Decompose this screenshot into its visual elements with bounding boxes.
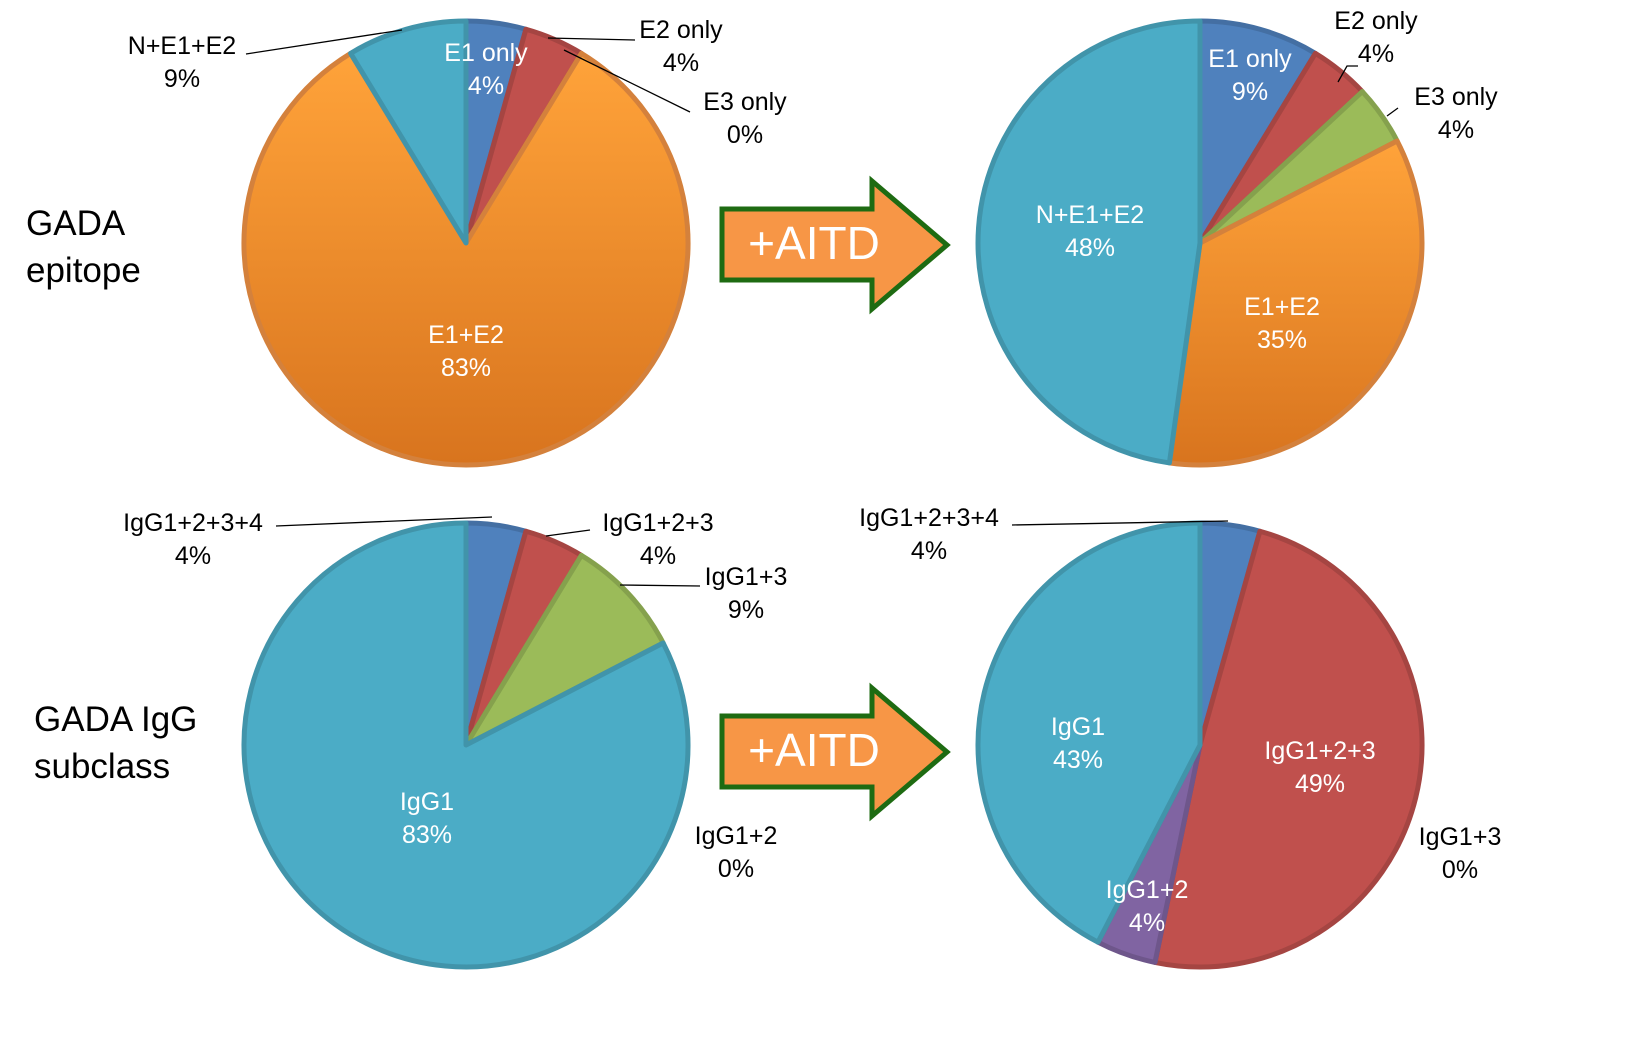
- slice-label-name: E1 only: [444, 39, 528, 67]
- slice-label: IgG1+2+3 49%: [1264, 737, 1375, 798]
- slice-label-name: E3 only: [703, 88, 787, 116]
- slice-label-name: IgG1+2+3+4: [859, 504, 999, 532]
- slice-label-percent: 4%: [640, 542, 676, 570]
- pie-slice-n-e1-e2: [975, 18, 1203, 466]
- slice-label-name: E2 only: [639, 16, 723, 44]
- leader-line: [1011, 520, 1229, 526]
- pie-slice-n-e1-e2: [348, 18, 469, 246]
- arrow-label: +AITD: [748, 724, 880, 776]
- slice-label: IgG1 83%: [400, 788, 454, 849]
- row-label-subclass: GADA IgG subclass: [34, 696, 197, 790]
- slice-label-percent: 0%: [718, 855, 754, 883]
- slice-label-name: IgG1+2: [695, 822, 778, 850]
- slice-label: E1+E2 83%: [428, 321, 504, 382]
- slice-label-name: IgG1+2+3: [1264, 737, 1375, 765]
- aitd-arrow-2: +AITD: [719, 682, 951, 822]
- slice-label: E3 only 4%: [1414, 83, 1498, 144]
- slice-label-percent: 9%: [728, 596, 764, 624]
- pie-slice-igg1-3: [463, 552, 666, 748]
- slice-label: N+E1+E2 9%: [128, 32, 236, 93]
- slice-label-percent: 48%: [1065, 234, 1115, 262]
- slice-label-name: IgG1: [400, 788, 454, 816]
- slice-label: IgG1+2 4%: [1106, 876, 1189, 937]
- slice-label-percent: 4%: [1358, 40, 1394, 68]
- slice-label-percent: 4%: [468, 72, 504, 100]
- slice-label: E1+E2 35%: [1244, 293, 1320, 354]
- leader-line: [563, 49, 691, 113]
- slice-label-name: E1 only: [1208, 45, 1292, 73]
- slice-label: E2 only 4%: [639, 16, 723, 77]
- slice-label-name: IgG1+2+3+4: [123, 509, 263, 537]
- leader-line: [545, 529, 591, 537]
- leader-line: [1386, 107, 1399, 117]
- slice-label-percent: 35%: [1257, 326, 1307, 354]
- aitd-arrow-1: +AITD: [719, 175, 951, 315]
- slice-label-percent: 4%: [911, 537, 947, 565]
- row-label-epitope-line2: epitope: [26, 251, 141, 290]
- leader-line: [547, 37, 636, 41]
- slice-label: IgG1 43%: [1051, 713, 1105, 774]
- slice-label-percent: 49%: [1295, 770, 1345, 798]
- slice-label: IgG1+2 0%: [695, 822, 778, 883]
- slice-label-percent: 83%: [441, 354, 491, 382]
- slice-label: E1 only 9%: [1208, 45, 1292, 106]
- pie-slice-igg1: [241, 520, 691, 970]
- slice-label: E2 only 4%: [1334, 7, 1418, 68]
- arrow-shape: [719, 682, 951, 822]
- leader-line: [1337, 65, 1358, 83]
- slice-label-percent: 4%: [175, 542, 211, 570]
- slice-label-name: E2 only: [1334, 7, 1418, 35]
- slice-label: IgG1+2+3+4 4%: [123, 509, 263, 570]
- pie-chart-epitope-after: E1 only 9% E2 only 4% E3 only 4% E1+E2 35% N+E1+…: [975, 7, 1498, 468]
- slice-label-name: E3 only: [1414, 83, 1498, 111]
- pie-chart-subclass-after: IgG1+2+3+4 4%IgG1+2+3 49%IgG1+3 0%IgG1+2 4%I…: [859, 504, 1502, 970]
- slice-label: IgG1+2+3+4 4%: [859, 504, 999, 565]
- slice-label: N+E1+E2 48%: [1036, 201, 1144, 262]
- slice-label: IgG1+3 9%: [705, 563, 788, 624]
- slice-label-name: IgG1+2+3: [602, 509, 713, 537]
- slice-label-percent: 9%: [164, 65, 200, 93]
- slice-label: E3 only 0%: [703, 88, 787, 149]
- pie-chart-epitope-before: E1 only 4%E2 only 4%E3 only 0%E1+E2 83%N+E1+…: [128, 16, 787, 468]
- arrow-shape: [719, 175, 951, 315]
- slice-label-percent: 4%: [1438, 116, 1474, 144]
- pie-slice-igg1-2-3: [1152, 528, 1425, 970]
- slice-label-percent: 4%: [1129, 909, 1165, 937]
- slice-label-name: E1+E2: [428, 321, 504, 349]
- slice-label-name: E1+E2: [1244, 293, 1320, 321]
- slice-label-percent: 43%: [1053, 746, 1103, 774]
- slice-label: E1 only 4%: [444, 39, 528, 100]
- slice-label-percent: 83%: [402, 821, 452, 849]
- slice-label-name: IgG1+2: [1106, 876, 1189, 904]
- slice-label-name: IgG1+3: [1419, 823, 1502, 851]
- slice-label: IgG1+3 0%: [1419, 823, 1502, 884]
- pie-slice-e1-only: [1197, 18, 1318, 246]
- slice-label-name: N+E1+E2: [1036, 201, 1144, 229]
- row-label-epitope: GADA epitope: [26, 200, 141, 294]
- slice-label-percent: 4%: [663, 49, 699, 77]
- row-label-subclass-line2: subclass: [34, 747, 171, 786]
- pie-slice-igg1: [975, 520, 1203, 945]
- slice-label-name: IgG1: [1051, 713, 1105, 741]
- pie-slice-e1-e2: [1166, 138, 1425, 468]
- arrow-label: +AITD: [748, 217, 880, 269]
- leader-line: [619, 584, 701, 587]
- row-label-epitope-line1: GADA: [26, 204, 126, 243]
- slice-label-percent: 9%: [1232, 78, 1268, 106]
- slice-label-name: IgG1+3: [705, 563, 788, 591]
- pie-slice-e1-e2: [241, 50, 691, 468]
- row-label-subclass-line1: GADA IgG: [34, 700, 198, 739]
- leader-line: [245, 29, 403, 55]
- slice-label: IgG1+2+3 4%: [602, 509, 713, 570]
- pie-chart-subclass-before: IgG1+2+3+4 4%IgG1+2+3 4%IgG1+3 9%IgG1+2 0%Ig…: [123, 509, 788, 970]
- slice-label-name: N+E1+E2: [128, 32, 236, 60]
- leader-line: [275, 516, 493, 527]
- slice-label-percent: 0%: [1442, 856, 1478, 884]
- slice-label-percent: 0%: [727, 121, 763, 149]
